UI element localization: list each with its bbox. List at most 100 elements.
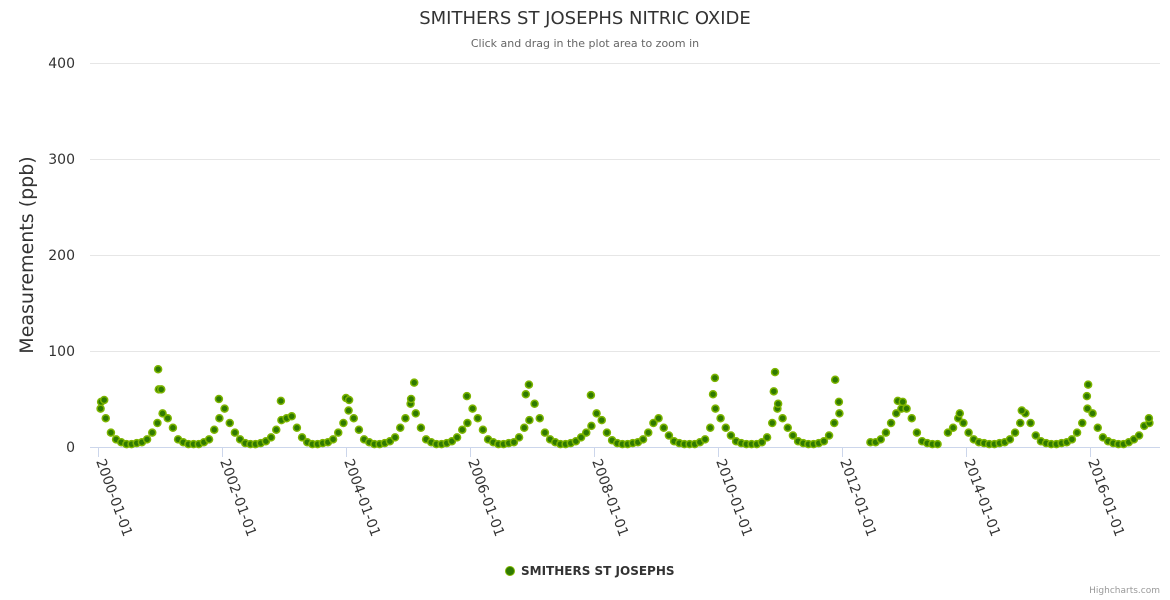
data-point xyxy=(204,435,214,444)
data-point xyxy=(762,433,772,442)
data-point xyxy=(292,423,302,433)
data-point xyxy=(287,412,296,421)
x-tick-label: 2012-01-01 xyxy=(836,457,879,539)
data-point xyxy=(710,373,720,383)
data-point xyxy=(716,413,725,423)
data-point xyxy=(478,425,488,434)
data-point xyxy=(933,439,942,449)
data-point xyxy=(912,428,922,437)
x-tick-label: 2010-01-01 xyxy=(712,457,755,539)
data-point xyxy=(706,423,715,433)
data-point xyxy=(902,404,911,413)
data-point xyxy=(349,413,358,423)
data-point xyxy=(339,418,348,428)
data-point xyxy=(1134,431,1144,440)
y-tick-label: 0 xyxy=(66,440,75,456)
data-point xyxy=(664,431,674,440)
x-tick-label: 2002-01-01 xyxy=(216,457,259,539)
data-point xyxy=(514,433,524,442)
data-point xyxy=(955,409,965,418)
y-tick-label: 400 xyxy=(48,56,75,72)
data-point xyxy=(354,425,364,434)
data-point xyxy=(266,433,276,442)
data-point xyxy=(1067,435,1077,444)
data-point xyxy=(659,423,668,433)
data-point xyxy=(344,406,353,415)
data-point xyxy=(509,437,519,447)
data-point xyxy=(520,423,529,433)
data-point xyxy=(344,395,354,405)
data-point xyxy=(964,428,973,437)
data-point xyxy=(142,435,152,444)
data-point xyxy=(881,428,891,437)
data-point xyxy=(834,397,844,407)
data-point xyxy=(649,418,658,428)
data-point xyxy=(334,428,343,437)
data-point xyxy=(835,409,844,418)
x-tick-label: 2000-01-01 xyxy=(92,457,135,539)
data-point xyxy=(1093,423,1102,433)
data-point xyxy=(711,404,720,413)
data-point xyxy=(602,428,612,437)
data-point xyxy=(1005,435,1015,444)
data-point xyxy=(530,399,539,409)
data-point xyxy=(272,425,281,434)
data-point xyxy=(638,435,648,444)
x-tick-label: 2014-01-01 xyxy=(960,457,1003,539)
data-point xyxy=(220,404,229,413)
data-point xyxy=(1072,428,1082,437)
data-point xyxy=(153,364,163,374)
data-point xyxy=(773,399,783,409)
data-point xyxy=(214,394,224,404)
data-point xyxy=(824,431,834,440)
y-tick-label: 300 xyxy=(48,152,75,168)
data-point xyxy=(768,418,777,428)
data-point xyxy=(390,433,400,442)
data-point xyxy=(892,409,901,418)
data-point xyxy=(473,413,482,423)
data-point xyxy=(406,394,416,404)
data-point xyxy=(452,433,462,442)
x-tick-label: 2016-01-01 xyxy=(1084,457,1127,539)
data-point xyxy=(898,397,908,407)
data-point xyxy=(778,413,787,423)
data-point xyxy=(1026,418,1035,428)
data-point xyxy=(540,428,550,437)
data-point xyxy=(462,391,472,401)
y-axis-title: Measurements (ppb) xyxy=(16,156,38,353)
data-point xyxy=(943,428,953,437)
data-point xyxy=(592,409,601,418)
legend-marker-icon xyxy=(505,566,515,576)
data-point xyxy=(535,413,544,423)
legend-item[interactable]: SMITHERS ST JOSEPHS xyxy=(505,564,675,578)
data-point xyxy=(416,423,426,433)
x-tick-label: 2004-01-01 xyxy=(340,457,383,539)
data-point xyxy=(1010,428,1020,437)
data-point xyxy=(830,375,840,385)
data-point xyxy=(654,413,663,423)
data-point xyxy=(959,418,968,428)
data-point xyxy=(96,404,105,413)
data-point xyxy=(210,425,219,434)
data-point xyxy=(644,428,653,437)
data-point xyxy=(276,396,286,406)
data-point xyxy=(411,409,420,418)
data-point xyxy=(1078,418,1087,428)
data-point xyxy=(1031,431,1040,440)
data-point xyxy=(1017,406,1027,415)
data-point xyxy=(597,415,606,425)
data-point xyxy=(1088,409,1097,418)
data-point xyxy=(463,418,472,428)
data-point xyxy=(525,415,534,425)
data-point xyxy=(524,380,534,389)
data-point xyxy=(1083,404,1092,413)
data-point xyxy=(586,390,596,400)
x-tick-label: 2008-01-01 xyxy=(588,457,631,539)
data-point xyxy=(757,437,767,447)
data-point xyxy=(158,409,167,418)
data-point xyxy=(230,428,240,437)
data-point xyxy=(168,423,178,433)
credits-link[interactable]: Highcharts.com xyxy=(1089,586,1160,596)
data-point xyxy=(576,433,586,442)
